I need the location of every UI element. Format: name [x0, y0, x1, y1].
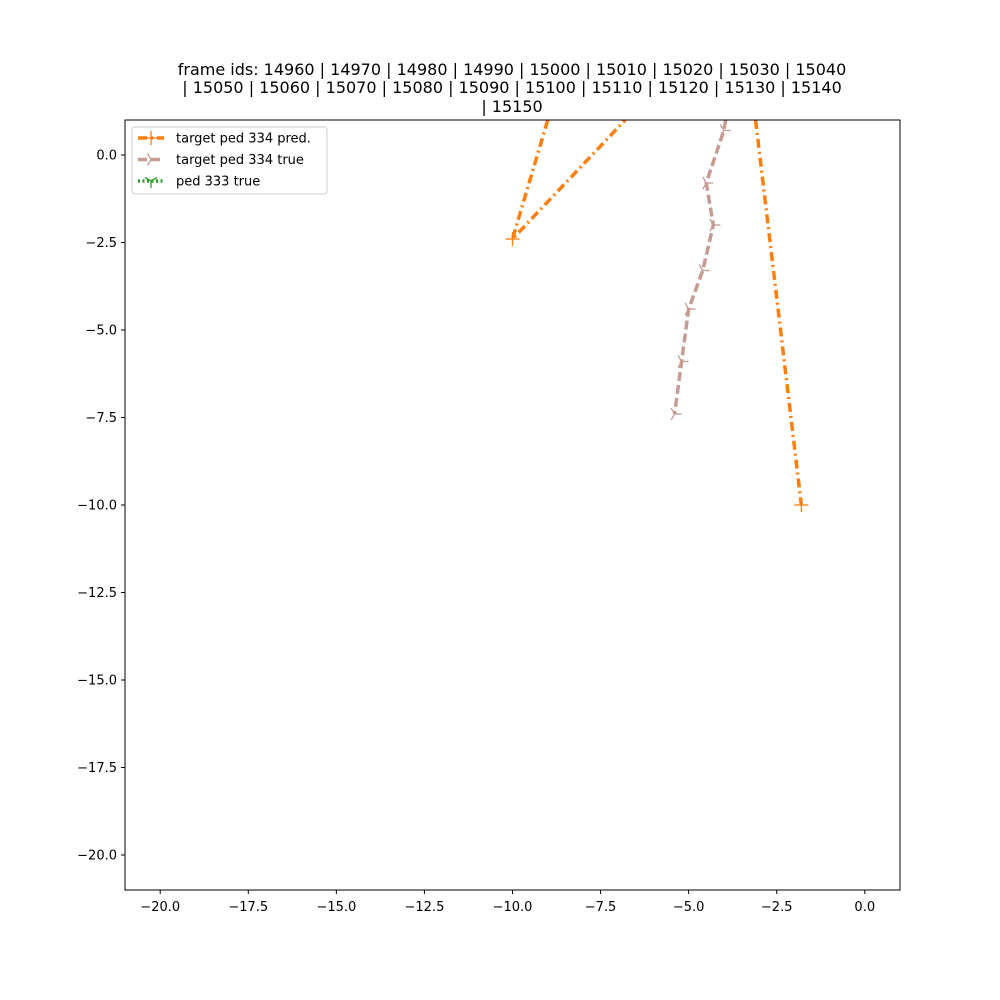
x-axis: −20.0 −17.5 −15.0 −12.5 −10.0 −7.5 −5.0 −2.5 0.0	[140, 890, 875, 915]
series-1-point-0-2-arm-3	[709, 224, 714, 232]
series-1-line-0	[672, 120, 728, 415]
series-1-point-0-0-arm-2	[719, 124, 725, 131]
series-1-point-0-4	[684, 302, 696, 316]
legend-entries: target ped 334 pred. target ped 334 true p…	[138, 131, 311, 190]
y-tick-label-4: −10.0	[77, 499, 117, 514]
y-tick-label-3: −7.5	[85, 411, 117, 426]
legend-entry-2: ped 333 true	[138, 175, 260, 190]
legend-marker-1-arm-3	[146, 159, 152, 166]
series-0-line-0	[510, 120, 627, 241]
y-tick-label-6: −15.0	[77, 674, 117, 689]
title-line-1: frame ids: 14960 | 14970 | 14980 | 14990…	[178, 60, 847, 79]
series-0-point-0-0	[505, 232, 520, 246]
x-tick-label-3: −12.5	[405, 900, 445, 915]
legend-marker-2-arm-3	[150, 176, 158, 182]
y-tick-label-0: 0.0	[96, 149, 117, 164]
y-tick-label-7: −17.5	[77, 761, 117, 776]
series-0-line-1	[753, 120, 804, 506]
x-tick-label-2: −15.0	[316, 900, 356, 915]
marker-layer	[505, 124, 809, 512]
series-1-point-0-2-arm-2	[709, 218, 714, 226]
title-line-3: | 15150	[481, 97, 542, 116]
chart-title: frame ids: 14960 | 14970 | 14980 | 14990…	[178, 60, 847, 116]
legend-marker-1-arm-2	[146, 153, 152, 160]
legend-marker-1	[146, 153, 158, 166]
x-tick-label-7: −2.5	[761, 900, 793, 915]
series-1-point-0-1-arm-2	[702, 176, 707, 184]
legend-box	[131, 126, 328, 195]
x-tick-label-5: −7.5	[585, 900, 617, 915]
legend-entry-0: target ped 334 pred.	[138, 131, 311, 147]
legend-label-2: ped 333 true	[176, 175, 260, 190]
y-tick-label-1: −2.5	[85, 236, 117, 251]
y-axis: 0.0 −2.5 −5.0 −7.5 −10.0 −12.5 −15.0 −17.5 −20.0	[77, 149, 125, 864]
x-tick-label-6: −5.0	[673, 900, 705, 915]
series-1-point-0-5-arm-2	[677, 355, 683, 362]
x-tick-label-1: −17.5	[228, 900, 268, 915]
x-tick-label-0: −20.0	[140, 900, 180, 915]
series-1-point-0-3-arm-2	[698, 264, 704, 271]
legend-marker-2-arm-2	[144, 176, 152, 182]
legend-entry-1: target ped 334 true	[138, 153, 304, 168]
legend-label-0: target ped 334 pred.	[176, 132, 311, 147]
legend: target ped 334 pred. target ped 334 true p…	[131, 126, 328, 195]
title-line-2: | 15050 | 15060 | 15070 | 15080 | 15090 …	[182, 78, 842, 97]
series-1-point-0-1-arm-3	[702, 182, 707, 190]
series-1-point-0-6-arm-3	[670, 413, 676, 421]
series-1-point-0-4-arm-2	[684, 302, 690, 310]
series-1-point-0-3-arm-3	[698, 270, 704, 277]
series-1-point-0-5	[677, 355, 689, 368]
legend-marker-0	[144, 131, 158, 145]
series-1-point-0-2	[709, 218, 721, 232]
series-1-point-0-1	[702, 176, 714, 190]
legend-marker-2	[144, 176, 158, 188]
series-1-point-0-4-arm-3	[684, 308, 690, 316]
y-tick-label-5: −12.5	[77, 586, 117, 601]
series-0-point-1-0	[794, 498, 809, 512]
y-tick-label-8: −20.0	[77, 849, 117, 864]
series-1-point-0-0-arm-3	[719, 130, 725, 137]
x-tick-label-4: −10.0	[493, 900, 533, 915]
y-tick-label-2: −5.0	[85, 324, 117, 339]
series-1-point-0-0	[719, 124, 731, 137]
x-tick-label-8: 0.0	[854, 900, 875, 915]
series-layer	[510, 120, 804, 506]
series-1-point-0-3	[698, 264, 710, 277]
series-1-point-0-6	[670, 407, 682, 421]
series-1-point-0-5-arm-3	[677, 361, 683, 368]
series-1-point-0-6-arm-2	[670, 407, 676, 415]
legend-label-1: target ped 334 true	[176, 153, 304, 168]
